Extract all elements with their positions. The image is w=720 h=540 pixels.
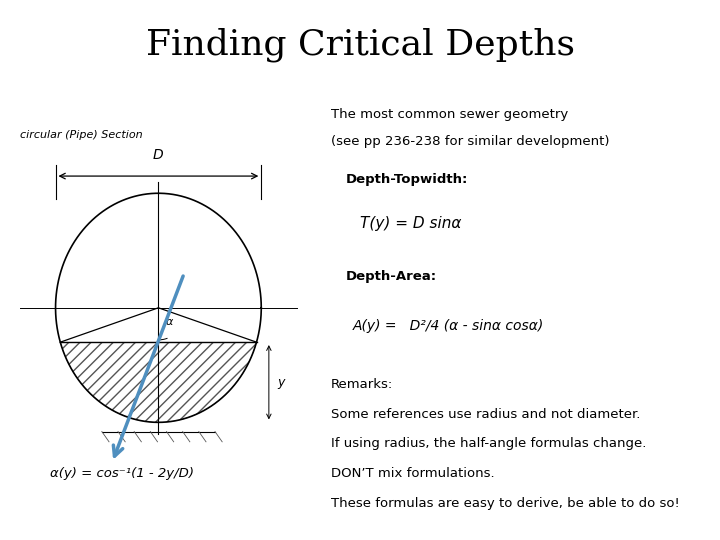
Text: Some references use radius and not diameter.: Some references use radius and not diame… [331, 408, 641, 421]
Text: y: y [277, 376, 284, 389]
Text: Remarks:: Remarks: [331, 378, 393, 391]
Text: circular (Pipe) Section: circular (Pipe) Section [19, 130, 142, 140]
Text: T(y) = D sinα: T(y) = D sinα [360, 216, 462, 231]
Text: (see pp 236-238 for similar development): (see pp 236-238 for similar development) [331, 135, 610, 148]
Text: The most common sewer geometry: The most common sewer geometry [331, 108, 569, 121]
Text: These formulas are easy to derive, be able to do so!: These formulas are easy to derive, be ab… [331, 497, 680, 510]
Text: Finding Critical Depths: Finding Critical Depths [145, 27, 575, 62]
Text: If using radius, the half-angle formulas change.: If using radius, the half-angle formulas… [331, 437, 647, 450]
Text: Depth-Topwidth:: Depth-Topwidth: [346, 173, 468, 186]
Text: A(y) =   D²/4 (α - sinα cosα): A(y) = D²/4 (α - sinα cosα) [353, 319, 544, 333]
Text: α(y) = cos⁻¹(1 - 2y/D): α(y) = cos⁻¹(1 - 2y/D) [50, 468, 194, 481]
Text: D: D [153, 148, 163, 163]
Text: Depth-Area:: Depth-Area: [346, 270, 437, 283]
Text: α: α [166, 317, 173, 327]
Text: DON’T mix formulations.: DON’T mix formulations. [331, 467, 495, 480]
